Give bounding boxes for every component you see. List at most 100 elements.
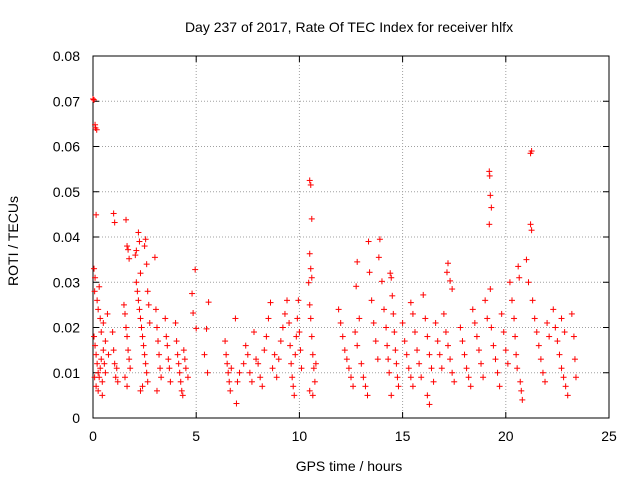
- data-point: [508, 297, 515, 304]
- data-point: [568, 310, 575, 317]
- data-point: [275, 356, 282, 363]
- data-point: [120, 301, 127, 308]
- data-point: [182, 365, 189, 372]
- data-point: [307, 265, 314, 272]
- data-point: [375, 254, 382, 261]
- data-point: [364, 392, 371, 399]
- data-point: [180, 347, 187, 354]
- data-point: [517, 378, 524, 385]
- data-point: [201, 351, 208, 358]
- data-point: [184, 374, 191, 381]
- data-point: [424, 392, 431, 399]
- data-point: [223, 351, 230, 358]
- data-point: [436, 351, 443, 358]
- data-point: [132, 252, 139, 259]
- y-tick-label: 0.06: [53, 139, 80, 155]
- data-point: [93, 211, 100, 218]
- data-point: [356, 315, 363, 322]
- data-point: [250, 329, 257, 336]
- data-point: [539, 369, 546, 376]
- data-point: [343, 356, 350, 363]
- data-point: [126, 255, 133, 262]
- data-point: [556, 351, 563, 358]
- data-point: [432, 319, 439, 326]
- data-point: [145, 301, 152, 308]
- data-point: [529, 297, 536, 304]
- y-tick-label: 0.08: [53, 48, 80, 64]
- data-point: [297, 347, 304, 354]
- data-point: [471, 319, 478, 326]
- data-point: [389, 292, 396, 299]
- data-point: [385, 356, 392, 363]
- data-point: [447, 356, 454, 363]
- data-point: [546, 333, 553, 340]
- data-point: [261, 347, 268, 354]
- data-point: [544, 319, 551, 326]
- data-point: [561, 329, 568, 336]
- x-tick-label: 15: [395, 428, 411, 444]
- data-point: [281, 310, 288, 317]
- data-point: [158, 374, 165, 381]
- data-point: [440, 310, 447, 317]
- data-point: [395, 383, 402, 390]
- y-tick-label: 0.05: [53, 184, 80, 200]
- data-point: [552, 324, 559, 331]
- data-point: [305, 279, 312, 286]
- data-point: [391, 329, 398, 336]
- data-point: [504, 360, 511, 367]
- data-point: [381, 306, 388, 313]
- data-point: [153, 324, 160, 331]
- data-point: [434, 338, 441, 345]
- data-point: [473, 333, 480, 340]
- data-point: [99, 392, 106, 399]
- data-point: [121, 374, 128, 381]
- data-point: [189, 290, 196, 297]
- data-point: [564, 392, 571, 399]
- y-tick-label: 0.07: [53, 93, 80, 109]
- data-point: [153, 387, 160, 394]
- data-point: [480, 374, 487, 381]
- data-point: [111, 360, 118, 367]
- data-point: [91, 265, 98, 272]
- y-tick-label: 0: [72, 410, 80, 426]
- data-point: [550, 306, 557, 313]
- data-point: [190, 310, 197, 317]
- data-point: [348, 374, 354, 381]
- data-point: [414, 347, 421, 354]
- data-point: [533, 329, 540, 336]
- data-point: [253, 356, 260, 363]
- data-point: [124, 383, 131, 390]
- data-point: [311, 378, 318, 385]
- x-axis-label: GPS time / hours: [296, 458, 403, 474]
- data-point: [558, 365, 565, 372]
- data-point: [449, 369, 456, 376]
- data-point: [167, 378, 174, 385]
- data-point: [405, 365, 412, 372]
- data-point: [492, 356, 499, 363]
- data-point: [560, 374, 567, 381]
- data-point: [376, 236, 383, 243]
- data-point: [134, 288, 141, 295]
- data-point: [535, 342, 542, 349]
- data-point: [571, 356, 578, 363]
- data-point: [163, 333, 170, 340]
- data-point: [178, 387, 185, 394]
- data-point: [372, 338, 379, 345]
- data-point: [244, 351, 251, 358]
- data-point: [226, 378, 233, 385]
- data-point: [478, 360, 485, 367]
- data-point: [248, 378, 255, 385]
- data-point: [443, 269, 450, 276]
- data-point: [227, 387, 234, 394]
- data-point: [181, 356, 188, 363]
- data-point: [137, 387, 144, 394]
- data-point: [502, 347, 509, 354]
- data-point: [143, 261, 150, 268]
- y-tick-label: 0.03: [53, 274, 80, 290]
- data-point: [125, 246, 132, 253]
- data-point: [403, 351, 410, 358]
- data-point: [236, 369, 243, 376]
- data-point: [144, 288, 151, 295]
- data-point: [392, 347, 399, 354]
- data-point: [95, 387, 102, 394]
